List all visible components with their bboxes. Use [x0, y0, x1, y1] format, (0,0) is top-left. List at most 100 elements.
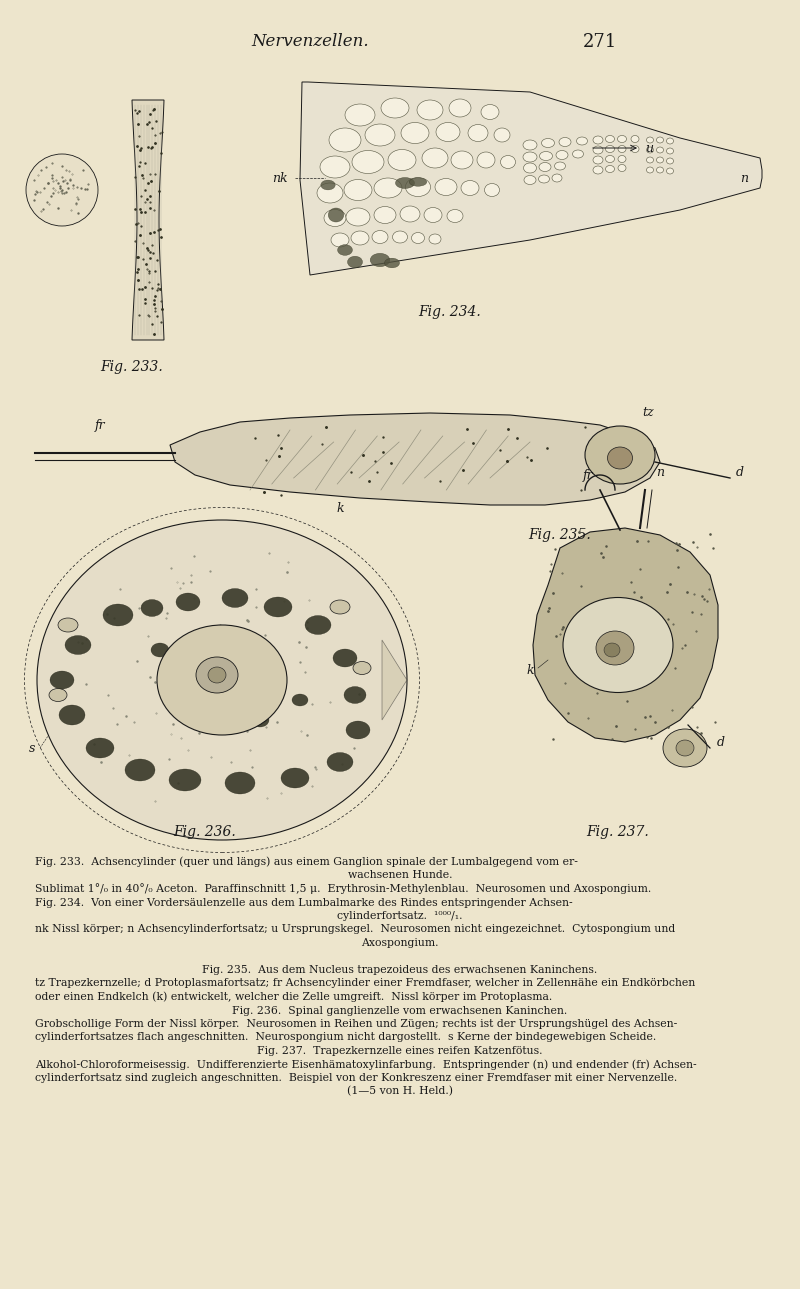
- Ellipse shape: [151, 643, 169, 657]
- Polygon shape: [382, 641, 407, 721]
- Ellipse shape: [604, 643, 620, 657]
- Text: k: k: [336, 501, 344, 514]
- Ellipse shape: [449, 99, 471, 117]
- Ellipse shape: [606, 146, 614, 152]
- Text: cylinderfortsatzes flach angeschnitten.  Neurospongium nicht dargostellt.  s Ker: cylinderfortsatzes flach angeschnitten. …: [35, 1032, 656, 1043]
- Ellipse shape: [657, 147, 663, 153]
- Ellipse shape: [593, 146, 603, 153]
- Ellipse shape: [524, 175, 536, 184]
- Ellipse shape: [646, 137, 654, 143]
- Ellipse shape: [631, 135, 639, 143]
- Ellipse shape: [451, 151, 473, 169]
- Ellipse shape: [141, 599, 163, 616]
- Ellipse shape: [410, 178, 426, 186]
- Ellipse shape: [353, 661, 371, 674]
- Ellipse shape: [190, 652, 210, 668]
- Ellipse shape: [333, 648, 357, 666]
- Polygon shape: [300, 82, 762, 275]
- Ellipse shape: [49, 688, 67, 701]
- Ellipse shape: [436, 122, 460, 142]
- Ellipse shape: [411, 232, 425, 244]
- Ellipse shape: [666, 159, 674, 164]
- Ellipse shape: [618, 135, 626, 143]
- Ellipse shape: [58, 617, 78, 632]
- Ellipse shape: [585, 425, 655, 483]
- Ellipse shape: [646, 147, 654, 153]
- Ellipse shape: [395, 178, 414, 188]
- Ellipse shape: [538, 175, 550, 183]
- Ellipse shape: [388, 150, 416, 170]
- Ellipse shape: [196, 657, 238, 693]
- Ellipse shape: [324, 210, 346, 227]
- Ellipse shape: [351, 231, 369, 245]
- Ellipse shape: [494, 128, 510, 142]
- Text: Fig. 237.  Trapezkernzelle eines reifen Katzenfötus.: Fig. 237. Trapezkernzelle eines reifen K…: [258, 1045, 542, 1056]
- Ellipse shape: [468, 125, 488, 142]
- Ellipse shape: [646, 168, 654, 173]
- Ellipse shape: [447, 210, 463, 223]
- Ellipse shape: [401, 122, 429, 143]
- Ellipse shape: [554, 162, 566, 170]
- Ellipse shape: [400, 206, 420, 222]
- Text: wachsenen Hunde.: wachsenen Hunde.: [348, 870, 452, 880]
- Text: Nervenzellen.: Nervenzellen.: [251, 34, 369, 50]
- Ellipse shape: [606, 156, 614, 162]
- Ellipse shape: [381, 98, 409, 119]
- Ellipse shape: [330, 599, 350, 614]
- Ellipse shape: [618, 146, 626, 152]
- Ellipse shape: [365, 124, 395, 146]
- Circle shape: [26, 153, 98, 226]
- Text: Fig. 237.: Fig. 237.: [586, 825, 650, 839]
- Ellipse shape: [169, 770, 201, 791]
- Text: d: d: [717, 736, 725, 749]
- Ellipse shape: [676, 740, 694, 757]
- Ellipse shape: [374, 178, 402, 199]
- Text: n: n: [656, 465, 664, 478]
- Text: fr: fr: [94, 419, 106, 432]
- Text: Fig. 236.  Spinal ganglienzelle vom erwachsenen Kaninchen.: Fig. 236. Spinal ganglienzelle vom erwac…: [232, 1005, 568, 1016]
- Ellipse shape: [292, 693, 308, 706]
- Ellipse shape: [372, 231, 388, 244]
- Ellipse shape: [422, 148, 448, 168]
- Ellipse shape: [225, 772, 255, 794]
- Text: Fig. 234.  Von einer Vordersäulenzelle aus dem Lumbalmarke des Rindes entspringe: Fig. 234. Von einer Vordersäulenzelle au…: [35, 897, 573, 907]
- Ellipse shape: [618, 165, 626, 171]
- Ellipse shape: [65, 635, 91, 655]
- Ellipse shape: [50, 672, 74, 690]
- Ellipse shape: [485, 183, 499, 196]
- Ellipse shape: [331, 233, 349, 247]
- Text: Fig. 236.: Fig. 236.: [174, 825, 236, 839]
- Ellipse shape: [593, 137, 603, 144]
- Ellipse shape: [346, 721, 370, 739]
- Ellipse shape: [157, 625, 287, 735]
- Text: k: k: [526, 664, 534, 677]
- Ellipse shape: [406, 178, 430, 196]
- Ellipse shape: [607, 447, 633, 469]
- Ellipse shape: [596, 632, 634, 665]
- Ellipse shape: [429, 235, 441, 244]
- Ellipse shape: [666, 168, 674, 174]
- Ellipse shape: [481, 104, 499, 120]
- Text: cylinderfortsatz sind zugleich angeschnitten.  Beispiel von der Konkreszenz eine: cylinderfortsatz sind zugleich angeschni…: [35, 1072, 678, 1083]
- Ellipse shape: [657, 168, 663, 173]
- Ellipse shape: [344, 179, 372, 201]
- Ellipse shape: [328, 208, 344, 222]
- Ellipse shape: [103, 605, 133, 626]
- Ellipse shape: [329, 128, 361, 152]
- Ellipse shape: [666, 148, 674, 153]
- Ellipse shape: [86, 739, 114, 758]
- Text: tz Trapezkernzelle; d Protoplasmafortsatz; fr Achsencylinder einer Fremdfaser, w: tz Trapezkernzelle; d Protoplasmafortsat…: [35, 978, 695, 989]
- Ellipse shape: [251, 713, 269, 727]
- Text: Axospongium.: Axospongium.: [362, 938, 438, 947]
- Ellipse shape: [320, 156, 350, 178]
- Ellipse shape: [663, 730, 707, 767]
- Ellipse shape: [352, 151, 384, 174]
- Ellipse shape: [523, 141, 537, 150]
- Ellipse shape: [385, 258, 399, 268]
- Text: fr: fr: [582, 468, 594, 482]
- Ellipse shape: [176, 593, 200, 611]
- Ellipse shape: [618, 156, 626, 162]
- Ellipse shape: [563, 598, 673, 692]
- Polygon shape: [132, 101, 164, 340]
- Text: Fig. 233.: Fig. 233.: [100, 360, 162, 374]
